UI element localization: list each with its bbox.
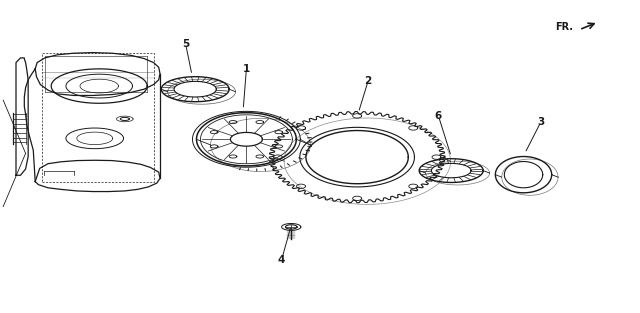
Text: 6: 6 [435,111,442,121]
Text: 2: 2 [364,76,372,86]
Text: 5: 5 [182,39,189,49]
Text: 4: 4 [278,255,285,265]
Text: 3: 3 [537,117,545,127]
Text: 1: 1 [243,64,250,74]
Text: FR.: FR. [555,22,573,32]
